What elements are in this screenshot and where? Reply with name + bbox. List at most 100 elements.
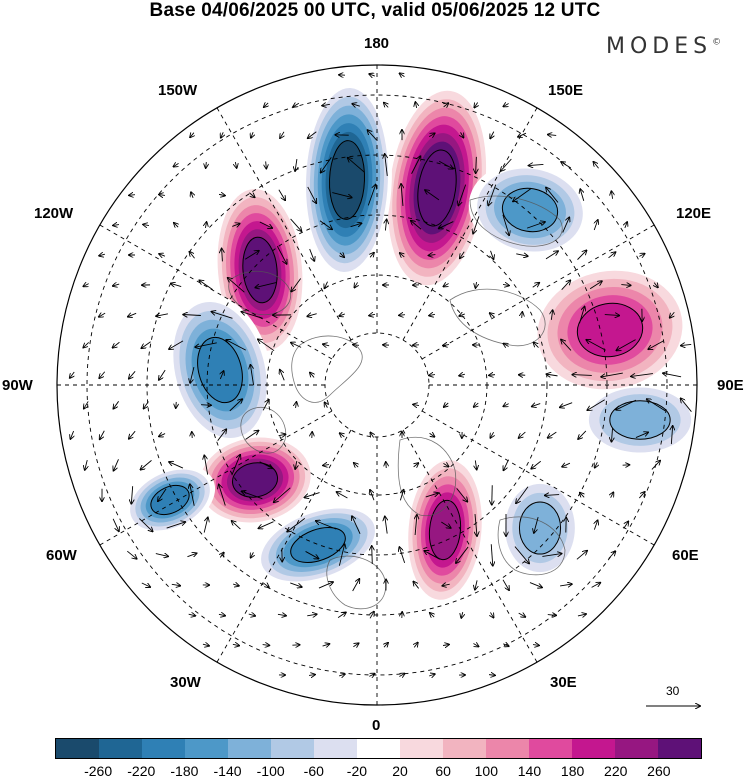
wind-vector	[425, 190, 440, 201]
wind-vector	[611, 428, 612, 441]
wind-vector	[113, 341, 120, 347]
wind-vector	[368, 130, 377, 141]
wind-vector	[310, 373, 314, 378]
wind-vector	[411, 221, 422, 230]
wind-vector	[442, 645, 449, 646]
wind-vector	[258, 521, 274, 529]
modes-logo: MODES©	[606, 34, 721, 59]
wind-vector	[578, 430, 587, 439]
wind-vector	[430, 433, 435, 436]
wind-vector	[439, 221, 454, 229]
colorbar-tick-label: 140	[517, 763, 542, 779]
wind-vector	[248, 614, 255, 616]
wind-vector	[255, 282, 277, 287]
lon-label-0: 0	[372, 717, 381, 734]
wind-vector	[370, 253, 374, 258]
colorbar-bin	[615, 739, 658, 758]
wind-vector	[141, 341, 151, 348]
wind-vector	[503, 644, 509, 646]
wind-vector	[276, 245, 286, 264]
wind-vector	[503, 104, 509, 107]
wind-vector	[340, 433, 345, 437]
wind-vector	[226, 340, 246, 351]
wind-vector	[529, 582, 542, 588]
wind-vector	[352, 579, 360, 592]
wind-vector	[401, 184, 403, 206]
wind-vector	[456, 488, 468, 501]
wind-vector	[545, 495, 560, 496]
latitude-circle	[86, 94, 668, 676]
modes-logo-text: MODES	[606, 34, 713, 59]
wind-vector	[647, 399, 666, 412]
colorbar-bin	[228, 739, 271, 758]
wind-vector	[235, 161, 236, 168]
wind-vector	[204, 455, 209, 475]
wind-vector	[139, 518, 152, 532]
wind-vector	[532, 404, 541, 407]
wind-vector	[608, 252, 616, 259]
wind-vector	[128, 313, 137, 316]
wind-vector	[529, 164, 544, 165]
wind-vector	[516, 486, 529, 503]
wind-vector	[429, 674, 435, 676]
wind-vector	[348, 158, 365, 173]
wind-vector	[143, 224, 150, 225]
wind-vector	[635, 432, 648, 438]
wind-vector	[319, 220, 332, 230]
wind-vector	[295, 158, 297, 171]
wind-vector	[490, 131, 494, 139]
wind-vector	[218, 194, 225, 195]
wind-vector	[217, 429, 227, 441]
colorbar-bin	[400, 739, 443, 758]
wind-vector	[339, 314, 345, 316]
wind-vector	[370, 490, 375, 501]
colorbar-bin	[142, 739, 185, 758]
wind-vector	[519, 375, 526, 376]
wind-vector	[611, 191, 612, 199]
colorbar	[55, 738, 702, 759]
wind-vector	[112, 518, 119, 531]
wind-vector	[551, 310, 552, 320]
wind-vector	[548, 135, 557, 136]
colorbar-tick-label: 20	[392, 763, 408, 779]
wind-vector	[220, 371, 223, 380]
wind-vector	[384, 103, 388, 108]
wind-vector	[221, 132, 223, 137]
wind-vector	[461, 611, 463, 618]
wind-vector	[144, 401, 149, 408]
wind-vector	[113, 284, 120, 286]
wind-vector	[370, 612, 374, 619]
wind-vector	[232, 224, 239, 227]
wind-vector	[251, 132, 253, 138]
wind-vector	[308, 675, 315, 676]
wind-vector	[232, 521, 241, 530]
lon-label-90e: 90E	[717, 377, 744, 394]
wind-vector	[531, 460, 541, 468]
colorbar-tick-label: -100	[256, 763, 285, 779]
wind-vector	[190, 367, 195, 383]
wind-vector	[623, 521, 629, 529]
wind-vector	[399, 315, 406, 316]
wind-vector	[129, 371, 136, 378]
wind-vector	[526, 222, 545, 229]
wind-vector	[490, 313, 495, 317]
wind-vector	[621, 285, 630, 286]
wind-vector	[532, 283, 540, 288]
wind-vector	[461, 132, 464, 137]
meridian-line	[402, 429, 543, 672]
wind-vector	[219, 485, 226, 506]
lon-label-150e: 150E	[548, 82, 584, 99]
wind-vector	[491, 250, 494, 259]
wind-vector	[296, 402, 297, 409]
wind-vector	[369, 74, 375, 76]
wind-vector	[608, 551, 616, 559]
wind-vector	[159, 434, 166, 437]
wind-vector	[218, 614, 225, 615]
wind-vector	[307, 186, 317, 203]
wind-vector	[369, 314, 376, 315]
wind-vector	[114, 459, 119, 470]
wind-vector	[189, 252, 195, 259]
wind-vector	[129, 430, 136, 439]
wind-vector	[305, 551, 319, 558]
